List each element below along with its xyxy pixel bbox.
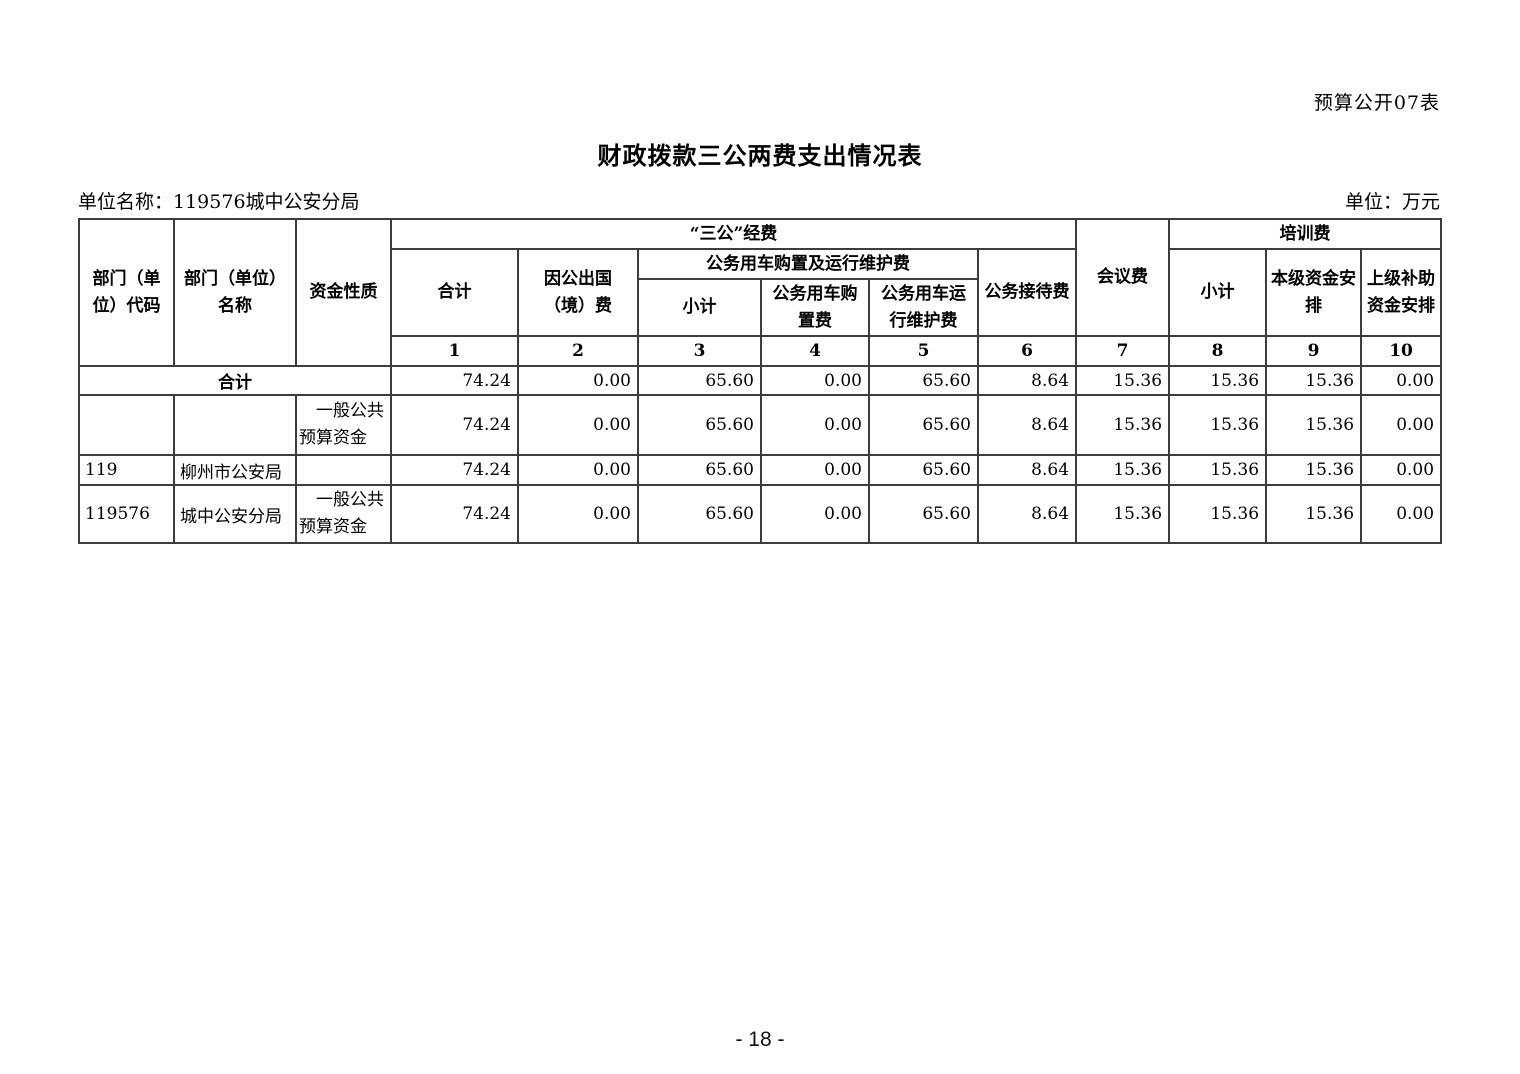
cell-value: 15.36 [1075,365,1171,396]
form-number-label: 预算公开07表 [1313,92,1440,114]
cell-value: 0.00 [760,365,870,396]
col-number-1: 1 [390,335,519,367]
header-fund-nature: 资金性质 [295,218,392,367]
cell-code: 119 [78,454,175,486]
cell-value: 8.64 [976,484,1078,544]
header-dept-code: 部门（单 位）代码 [78,218,175,367]
table-row-total: 合计 74.24 0.00 65.60 0.00 65.60 8.64 15.3… [78,365,1443,396]
header-reception-fee: 公务接待费 [976,248,1078,337]
cell-value: 65.60 [868,365,979,396]
cell-value: 8.64 [976,454,1078,486]
cell-value: 0.00 [517,454,639,486]
cell-value: 65.60 [637,365,762,396]
cell-value: 0.00 [1360,365,1443,396]
cell-value: 0.00 [517,394,639,456]
cell-value: 8.64 [976,365,1078,396]
cell-fund [295,454,392,486]
unit-name-label: 单位名称：119576城中公安分局 [78,191,360,213]
cell-value: 15.36 [1265,394,1363,456]
col-number-10: 10 [1360,335,1443,367]
col-number-5: 5 [868,335,979,367]
header-vehicle-group: 公务用车购置及运行维护费 [637,248,979,280]
meta-line: 单位名称：119576城中公安分局 单位：万元 [78,187,1440,214]
header-row-sub: 合计 因公出国 （境）费 公务用车购置及运行维护费 公务接待费 小计 本级资金安… [79,248,1443,337]
cell-value: 15.36 [1168,365,1268,396]
cell-value: 15.36 [1265,484,1363,544]
header-sangong-group: “三公”经费 [389,218,1078,250]
header-vehicle-purchase: 公务用车购 置费 [760,278,870,337]
cell-value: 0.00 [517,365,639,396]
cell-value: 65.60 [637,394,762,456]
cell-value: 0.00 [1360,484,1443,544]
unit-measure-label: 单位：万元 [1344,191,1440,213]
cell-value: 65.60 [868,454,979,486]
header-dept-name: 部门（单位） 名称 [173,218,297,367]
cell-value: 0.00 [760,394,870,456]
cell-value: 15.36 [1265,454,1363,486]
sangong-expense-table: 部门（单 位）代码 部门（单位） 名称 资金性质 “三公”经费 会议费 培训费 … [78,218,1443,544]
cell-value: 74.24 [390,484,519,544]
col-number-9: 9 [1265,335,1363,367]
cell-name: 柳州市公安局 [173,454,297,486]
cell-value: 65.60 [868,394,979,456]
cell-value: 74.24 [390,365,519,396]
cell-value: 65.60 [868,484,979,544]
col-number-3: 3 [637,335,762,367]
page-title: 财政拨款三公两费支出情况表 [597,141,923,170]
cell-name: 城中公安分局 [173,484,297,544]
header-training-subtotal: 小计 [1168,248,1268,337]
cell-value: 74.24 [390,394,519,456]
page-number: - 18 - [735,1028,785,1051]
cell-value: 0.00 [517,484,639,544]
header-vehicle-maintenance: 公务用车运 行维护费 [868,278,979,337]
header-training-own-level: 本级资金安 排 [1265,248,1363,337]
header-row-groups: 部门（单 位）代码 部门（单位） 名称 资金性质 “三公”经费 会议费 培训费 [78,218,1443,367]
cell-code: 119576 [78,484,175,544]
cell-value: 15.36 [1075,484,1171,544]
cell-value: 15.36 [1265,365,1363,396]
table-row: 一般公共 预算资金 74.24 0.00 65.60 0.00 65.60 8.… [78,394,1443,456]
cell-value: 0.00 [1360,454,1443,486]
header-total: 合计 [390,248,519,337]
col-number-7: 7 [1075,335,1171,367]
cell-name [173,394,297,456]
header-meeting-fee: 会议费 [1075,218,1171,337]
cell-value: 8.64 [976,394,1078,456]
header-abroad-fee: 因公出国 （境）费 [517,248,639,337]
table-row: 119 柳州市公安局 74.24 0.00 65.60 0.00 65.60 8… [78,454,1443,486]
header-row-leaf: 小计 公务用车购 置费 公务用车运 行维护费 [79,278,1441,337]
header-training-superior: 上级补助 资金安排 [1360,248,1443,337]
cell-fund: 一般公共 预算资金 [295,394,392,456]
cell-value: 15.36 [1168,484,1268,544]
header-training-group: 培训费 [1168,218,1443,250]
cell-code [78,394,175,456]
cell-value: 15.36 [1168,454,1268,486]
table-row: 119576 城中公安分局 一般公共 预算资金 74.24 0.00 65.60… [78,484,1443,544]
cell-value: 15.36 [1075,454,1171,486]
col-number-8: 8 [1168,335,1268,367]
cell-value: 15.36 [1168,394,1268,456]
cell-value: 65.60 [637,454,762,486]
cell-value: 0.00 [760,454,870,486]
col-number-6: 6 [976,335,1078,367]
header-row-numbers: 1 2 3 4 5 6 7 8 9 10 [79,335,1443,367]
cell-value: 15.36 [1075,394,1171,456]
cell-value: 0.00 [760,484,870,544]
cell-value: 65.60 [637,484,762,544]
cell-fund: 一般公共 预算资金 [295,484,392,544]
cell-value: 0.00 [1360,394,1443,456]
cell-total-label: 合计 [78,365,392,396]
col-number-4: 4 [760,335,870,367]
cell-value: 74.24 [390,454,519,486]
header-vehicle-subtotal: 小计 [637,278,762,337]
col-number-2: 2 [517,335,639,367]
